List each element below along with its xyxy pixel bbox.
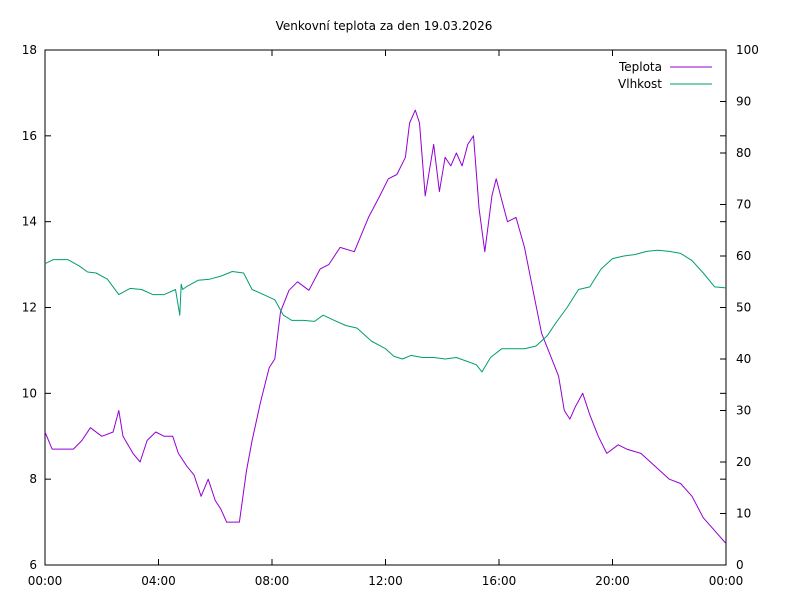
right-tick-label: 50 bbox=[736, 301, 751, 315]
left-tick-label: 14 bbox=[22, 215, 37, 229]
right-tick-label: 40 bbox=[736, 352, 751, 366]
right-tick-label: 60 bbox=[736, 249, 751, 263]
chart-title: Venkovní teplota za den 19.03.2026 bbox=[276, 19, 493, 33]
series-layer bbox=[44, 109, 727, 544]
left-tick-label: 16 bbox=[22, 129, 37, 143]
left-tick-label: 12 bbox=[22, 301, 37, 315]
right-tick-label: 100 bbox=[736, 43, 759, 57]
right-tick-label: 70 bbox=[736, 198, 751, 212]
legend: Teplota Vlhkost bbox=[618, 60, 712, 91]
series-line-vlhkost bbox=[44, 249, 727, 373]
left-axis: 6 8 10 12 14 16 18 bbox=[22, 43, 726, 572]
right-tick-label: 90 bbox=[736, 95, 751, 109]
right-tick-label: 20 bbox=[736, 455, 751, 469]
left-tick-label: 18 bbox=[22, 43, 37, 57]
series-line-teplota bbox=[44, 109, 727, 544]
bottom-axis: 00:00 04:00 08:00 12:00 16:00 20:00 00:00 bbox=[28, 50, 744, 588]
right-axis: 0 10 20 30 40 50 60 70 80 90 100 bbox=[720, 43, 759, 572]
left-tick-label: 6 bbox=[29, 558, 37, 572]
left-tick-label: 8 bbox=[29, 472, 37, 486]
right-tick-label: 10 bbox=[736, 507, 751, 521]
right-tick-label: 0 bbox=[736, 558, 744, 572]
x-tick-label: 12:00 bbox=[368, 574, 403, 588]
x-tick-label: 08:00 bbox=[255, 574, 290, 588]
x-tick-label: 00:00 bbox=[28, 574, 63, 588]
legend-label-vlhkost: Vlhkost bbox=[618, 77, 662, 91]
plot-frame bbox=[44, 49, 727, 566]
legend-label-teplota: Teplota bbox=[618, 60, 662, 74]
x-tick-label: 16:00 bbox=[482, 574, 517, 588]
x-tick-label: 20:00 bbox=[595, 574, 630, 588]
right-tick-label: 80 bbox=[736, 146, 751, 160]
right-tick-label: 30 bbox=[736, 404, 751, 418]
left-tick-label: 10 bbox=[22, 386, 37, 400]
x-tick-label: 00:00 bbox=[709, 574, 744, 588]
x-tick-label: 04:00 bbox=[141, 574, 176, 588]
